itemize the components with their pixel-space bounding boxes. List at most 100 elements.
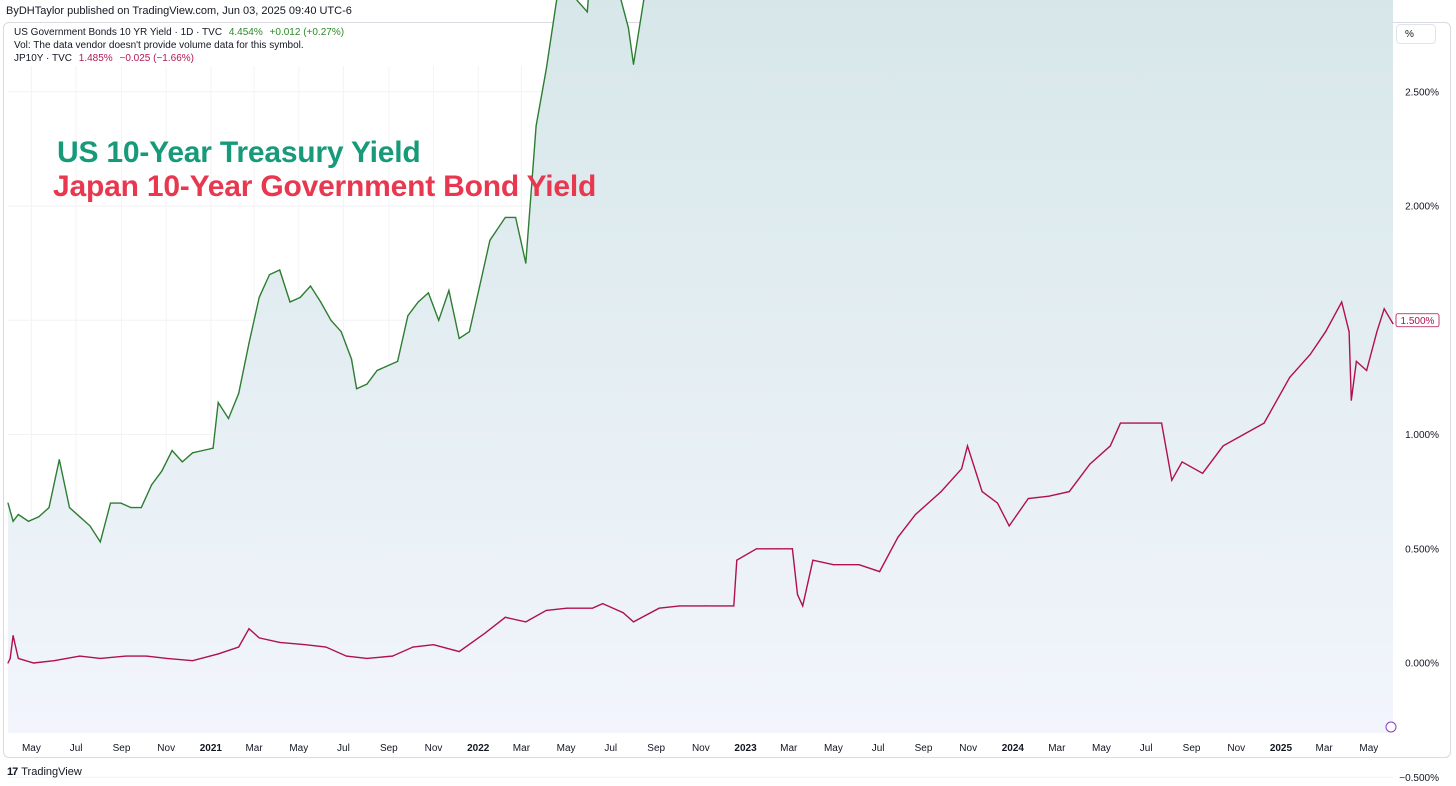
jp-yield-point xyxy=(9,657,11,660)
us-yield-point xyxy=(227,417,230,420)
us-yield-point xyxy=(12,520,14,522)
legend-volume: Vol: The data vendor doesn't provide vol… xyxy=(14,40,308,51)
x-tick-label: Nov xyxy=(1227,743,1245,754)
x-tick-label: May xyxy=(824,743,843,754)
jp-yield-point xyxy=(632,621,635,623)
x-tick-label: Mar xyxy=(245,743,263,754)
us-yield-point xyxy=(58,459,60,461)
x-tick-label: Sep xyxy=(915,743,933,754)
us-yield-point xyxy=(289,301,291,303)
us-yield-point xyxy=(407,315,409,317)
legend-us-change: +0.012 (+0.27%) xyxy=(269,27,345,38)
jp-yield-point xyxy=(545,609,547,612)
jp-yield-point xyxy=(238,646,240,648)
jp-yield-point xyxy=(1008,525,1010,527)
timezone-icon[interactable] xyxy=(1385,721,1397,733)
jp-yield-point xyxy=(484,632,486,634)
jp-yield-point xyxy=(525,621,527,623)
y-tick-label: 2.000% xyxy=(1405,202,1439,213)
us-yield-point xyxy=(330,319,332,321)
jp-yield-point xyxy=(1140,422,1142,424)
x-tick-label: 2025 xyxy=(1270,743,1293,754)
legend-us[interactable]: US Government Bonds 10 YR Yield · 1D · T… xyxy=(14,27,348,38)
jp-yield-point xyxy=(99,657,101,660)
us-yield-point xyxy=(99,541,101,543)
jp-yield-point xyxy=(458,650,460,653)
us-yield-point xyxy=(576,0,578,1)
jp-yield-point xyxy=(858,564,860,566)
jp-yield-point xyxy=(17,657,19,660)
jp-yield-point xyxy=(432,644,435,646)
jp-yield-point xyxy=(391,655,394,657)
jp-yield-point xyxy=(1201,472,1204,474)
us-yield-point xyxy=(38,516,40,518)
us-yield-point xyxy=(643,0,645,1)
legend-us-name: US Government Bonds 10 YR Yield · 1D · T… xyxy=(14,27,223,38)
x-tick-label: Jul xyxy=(872,743,885,754)
x-tick-label: Mar xyxy=(1048,743,1066,754)
jp-yield-point xyxy=(755,548,758,550)
x-tick-label: Mar xyxy=(780,743,798,754)
legend-jp[interactable]: JP10Y · TVC 1.485% −0.025 (−1.66%) xyxy=(14,53,198,64)
us-yield-point xyxy=(489,239,491,241)
jp-yield-point xyxy=(961,468,963,470)
x-tick-label: Mar xyxy=(1316,743,1334,754)
jp-yield-point xyxy=(1242,433,1245,436)
us-yield-area xyxy=(8,0,1393,733)
us-yield-point xyxy=(514,216,517,219)
us-yield-point xyxy=(248,342,250,344)
us-yield-point xyxy=(545,68,547,70)
jp-yield-point xyxy=(1263,422,1265,424)
x-axis[interactable]: May Jul Sep Nov 2021 Mar May Jul Sep Nov 2022 Mar Ma… xyxy=(22,743,1378,754)
jp-yield-point xyxy=(1027,497,1029,500)
x-tick-label: May xyxy=(557,743,576,754)
us-yield-point xyxy=(238,392,240,394)
jp-yield-point xyxy=(366,657,368,660)
us-yield-point xyxy=(525,262,527,264)
jp-yield-point xyxy=(1160,422,1163,424)
us-yield-point xyxy=(340,331,342,333)
tradingview-logo[interactable]: 17 TradingView xyxy=(7,766,82,778)
y-tick-label: 1.000% xyxy=(1405,430,1439,441)
jp-yield-point xyxy=(796,593,799,596)
y-axis[interactable]: 5.000%4.500%4.000%3.500%3.000%2.500%2.00… xyxy=(1399,0,1439,784)
legend-jp-last: 1.485% xyxy=(78,53,113,64)
us-yield-point xyxy=(504,216,506,219)
us-yield-point xyxy=(627,27,629,29)
us-yield-point xyxy=(586,11,588,13)
us-yield-point xyxy=(632,63,635,65)
us-yield-point xyxy=(48,507,50,509)
jp-yield-point xyxy=(33,662,35,664)
jp-yield-point xyxy=(412,646,414,648)
us-yield-point xyxy=(309,285,312,287)
us-yield-point xyxy=(438,319,440,321)
jp-yield-point xyxy=(191,660,194,662)
y-tick-label: 0.500% xyxy=(1405,544,1439,555)
jp-yield-point xyxy=(53,660,55,662)
jp-yield-point xyxy=(7,662,9,664)
us-yield-point xyxy=(120,502,122,504)
jp-yield-point xyxy=(1348,331,1350,333)
jp-yield-point xyxy=(981,491,983,493)
us-yield-point xyxy=(109,502,112,504)
jp-yield-point xyxy=(1392,323,1394,325)
x-tick-label: Jul xyxy=(70,743,83,754)
legend-volume-note: Vol: The data vendor doesn't provide vol… xyxy=(14,40,304,51)
us-yield-point xyxy=(479,285,481,287)
jp-yield-point xyxy=(1109,445,1111,447)
us-yield-point xyxy=(366,383,368,385)
us-yield-point xyxy=(299,296,301,298)
us-yield-point xyxy=(320,301,322,303)
us-yield-point xyxy=(130,507,132,509)
jp-yield-point xyxy=(1355,360,1357,362)
jp-yield-point xyxy=(1341,301,1343,303)
x-tick-label: Nov xyxy=(692,743,710,754)
x-tick-label: 2022 xyxy=(467,743,490,754)
us-yield-line xyxy=(7,0,645,544)
percent-scale-button[interactable]: % xyxy=(1396,24,1436,44)
x-tick-label: Jul xyxy=(604,743,617,754)
us-yield-point xyxy=(191,452,194,454)
jp-yield-point xyxy=(591,607,594,609)
jp-yield-point xyxy=(504,616,506,618)
